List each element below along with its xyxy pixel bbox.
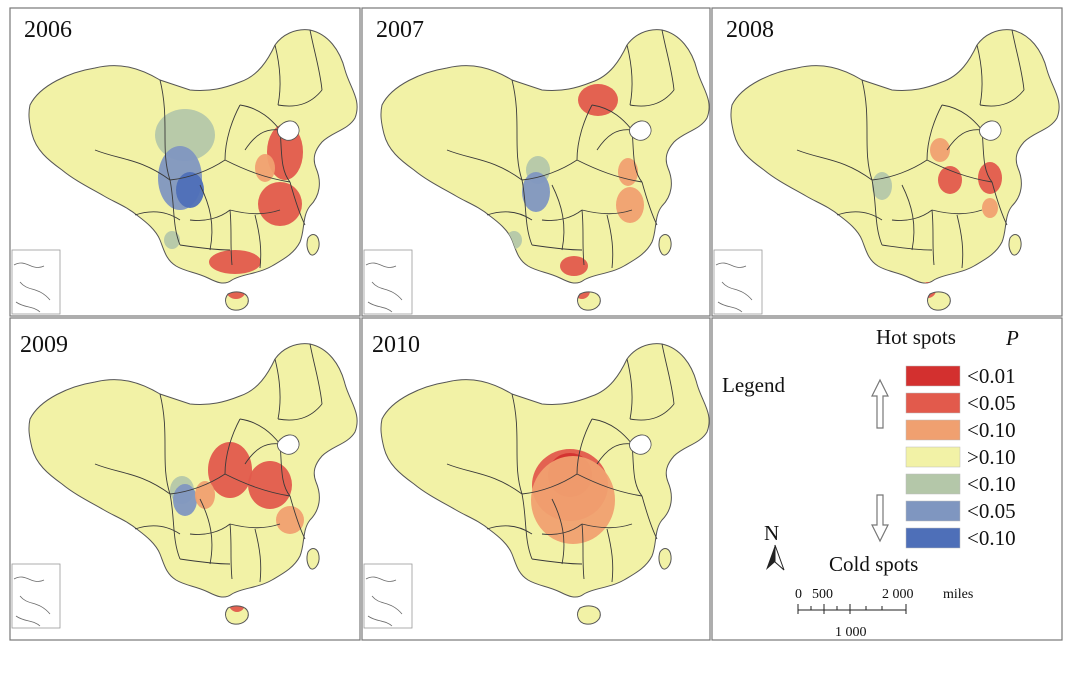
legend-title: Legend (722, 373, 785, 397)
panels-layer (11, 29, 1060, 629)
legend-swatch-4 (905, 473, 961, 495)
scale-tick-1000: 1 000 (835, 625, 867, 640)
hot-spot-4 (276, 506, 304, 534)
legend-swatch-2 (905, 419, 961, 441)
year-label-2007: 2007 (376, 17, 424, 43)
legend-label-0: <0.01 (967, 364, 1016, 388)
hot-spot-8 (226, 281, 246, 299)
legend-label-4: <0.10 (967, 472, 1016, 496)
south-china-sea-inset (363, 563, 413, 629)
hot-spot-6 (560, 256, 588, 276)
legend-swatch-0 (905, 365, 961, 387)
hot-spot-5 (920, 282, 936, 298)
legend-p-label: P (1005, 326, 1019, 350)
year-label-2009: 2009 (20, 332, 68, 358)
map-panel-2008 (713, 29, 1060, 315)
map-panel-2010 (363, 343, 710, 629)
north-arrow-icon (766, 544, 785, 571)
legend-label-5: <0.05 (967, 499, 1016, 523)
hot-spot-2 (208, 442, 252, 498)
cold-spot-1 (173, 484, 197, 516)
legend-label-3: >0.10 (967, 445, 1016, 469)
south-china-sea-inset (713, 249, 763, 315)
legend: Legend Hot spots P <0.01<0.05<0.10>0.10<… (722, 325, 1019, 640)
hot-spot-3 (248, 461, 292, 509)
hot-spot-4 (982, 198, 998, 218)
cold-arrow-icon (871, 494, 889, 543)
hot-spot-6 (229, 596, 245, 612)
legend-entries: <0.01 <0.05 <0.10 >0.10 <0.10 <0.05 <0.10 (905, 364, 1016, 550)
cold-spot-2 (176, 172, 204, 208)
north-label: N (764, 521, 779, 545)
hot-spot-3 (578, 84, 618, 116)
year-label-2008: 2008 (726, 17, 774, 43)
legend-hot-label: Hot spots (876, 325, 956, 349)
scale-tick-2000: 2 000 (882, 587, 914, 602)
map-panel-2007 (363, 29, 710, 315)
year-label-2010: 2010 (372, 332, 420, 358)
hot-spot-5 (616, 187, 644, 223)
cold-spot-0 (872, 172, 892, 200)
legend-label-1: <0.05 (967, 391, 1016, 415)
legend-swatch-3 (905, 446, 961, 468)
legend-swatch-5 (905, 500, 961, 522)
cold-spot-1 (522, 172, 550, 212)
hot-spot-1 (930, 138, 950, 162)
hot-spot-2 (531, 456, 615, 544)
legend-label-2: <0.10 (967, 418, 1016, 442)
legend-swatch-1 (905, 392, 961, 414)
year-label-2006: 2006 (24, 17, 72, 43)
south-china-sea-inset (11, 563, 61, 629)
hot-spot-3 (978, 162, 1002, 194)
scale-bar: 0 500 2 000 miles 1 000 (795, 587, 973, 640)
hot-spot-5 (258, 182, 302, 226)
cold-spot-3 (164, 231, 180, 249)
scale-tick-0: 0 (795, 587, 802, 602)
legend-cold-label: Cold spots (829, 552, 918, 576)
map-panel-2009 (11, 343, 358, 629)
hot-spot-4 (618, 158, 638, 186)
legend-label-6: <0.10 (967, 526, 1016, 550)
hot-arrow-icon (871, 378, 889, 429)
hot-spot-7 (209, 250, 261, 274)
hot-spot-7 (574, 283, 590, 299)
map-panel-2006 (11, 29, 358, 315)
scale-unit: miles (943, 587, 973, 602)
hot-spot-5 (195, 481, 215, 509)
south-china-sea-inset (11, 249, 61, 315)
cold-spot-0 (155, 109, 215, 161)
legend-swatch-6 (905, 527, 961, 549)
scale-tick-500: 500 (812, 587, 833, 602)
south-china-sea-inset (363, 249, 413, 315)
panel-frames (9, 7, 1063, 641)
